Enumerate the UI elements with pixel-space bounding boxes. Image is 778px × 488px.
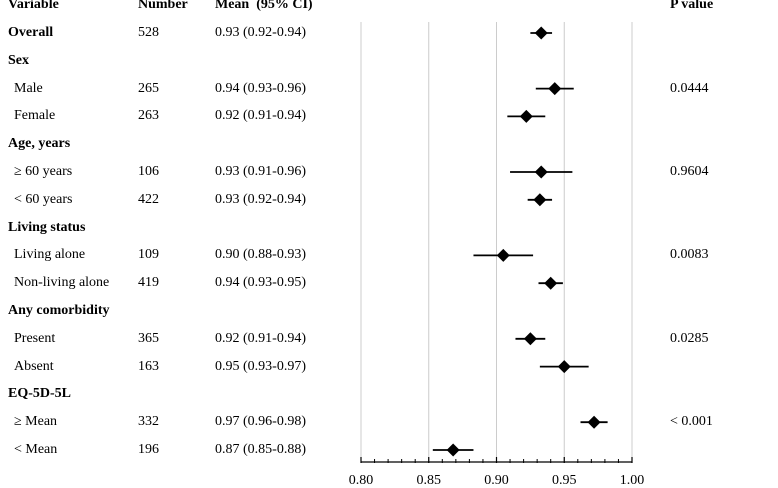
estimate-diamond — [523, 332, 537, 346]
estimate-diamond — [534, 26, 548, 40]
estimate-diamond — [519, 109, 533, 123]
estimate-diamond — [587, 415, 601, 429]
row-mean-ci: 0.95 (0.93-0.97) — [215, 358, 306, 374]
x-tick-label: 0.85 — [417, 473, 442, 488]
subgroup-label: Non-living alone — [14, 275, 110, 291]
x-tick-label: 0.90 — [484, 473, 509, 488]
subgroup-label: < 60 years — [14, 191, 73, 207]
group-label: Age, years — [8, 136, 71, 152]
row-number: 163 — [138, 358, 159, 374]
subgroup-label: Living alone — [14, 247, 86, 263]
estimate-diamond — [544, 276, 558, 290]
group-label: Living status — [8, 219, 86, 235]
x-tick-label: 0.95 — [552, 473, 577, 488]
estimate-diamond — [496, 248, 510, 262]
row-mean-ci: 0.92 (0.91-0.94) — [215, 108, 306, 124]
row-p-value: 0.0083 — [670, 247, 709, 263]
row-mean-ci: 0.92 (0.91-0.94) — [215, 330, 306, 346]
row-number: 528 — [138, 25, 159, 40]
row-number: 196 — [138, 442, 159, 457]
row-number: 365 — [138, 330, 159, 346]
row-p-value: 0.0285 — [670, 330, 709, 346]
header-number: Number — [138, 0, 188, 12]
header-mean-ci: Mean (95% CI) — [215, 0, 313, 12]
subgroup-label: < Mean — [14, 442, 58, 457]
subgroup-label: ≥ Mean — [14, 414, 58, 430]
estimate-diamond — [446, 443, 460, 457]
row-mean-ci: 0.94 (0.93-0.95) — [215, 275, 306, 291]
row-mean-ci: 0.87 (0.85-0.88) — [215, 442, 306, 457]
row-number: 106 — [138, 164, 159, 179]
subgroup-label: Male — [14, 80, 43, 96]
header-variable: Variable — [8, 0, 59, 12]
row-mean-ci: 0.90 (0.88-0.93) — [215, 247, 306, 263]
x-tick-label: 1.00 — [620, 473, 645, 488]
subgroup-label: Female — [14, 108, 56, 124]
row-p-value: 0.0444 — [670, 80, 709, 96]
row-number: 265 — [138, 80, 159, 96]
subgroup-label: Absent — [14, 358, 54, 374]
estimate-diamond — [533, 193, 547, 207]
row-number: 109 — [138, 247, 159, 263]
estimate-diamond — [548, 82, 562, 96]
row-p-value: < 0.001 — [670, 414, 713, 430]
subgroup-label: Present — [14, 330, 56, 346]
row-mean-ci: 0.93 (0.92-0.94) — [215, 25, 306, 40]
group-label: EQ-5D-5L — [8, 386, 71, 402]
row-mean-ci: 0.94 (0.93-0.96) — [215, 80, 306, 96]
subgroup-label: ≥ 60 years — [14, 164, 73, 179]
x-tick-label: 0.80 — [349, 473, 374, 488]
header-p-value: P value — [670, 0, 714, 12]
group-label: Overall — [8, 25, 54, 40]
row-number: 419 — [138, 275, 159, 291]
row-mean-ci: 0.97 (0.96-0.98) — [215, 414, 306, 430]
group-label: Any comorbidity — [8, 303, 110, 318]
row-number: 332 — [138, 414, 159, 430]
row-mean-ci: 0.93 (0.91-0.96) — [215, 164, 306, 179]
row-number: 263 — [138, 108, 159, 124]
group-label: Sex — [8, 52, 29, 68]
estimate-diamond — [534, 165, 548, 179]
row-number: 422 — [138, 191, 159, 207]
row-mean-ci: 0.93 (0.92-0.94) — [215, 191, 306, 207]
row-p-value: 0.9604 — [670, 164, 709, 179]
estimate-diamond — [557, 360, 571, 374]
